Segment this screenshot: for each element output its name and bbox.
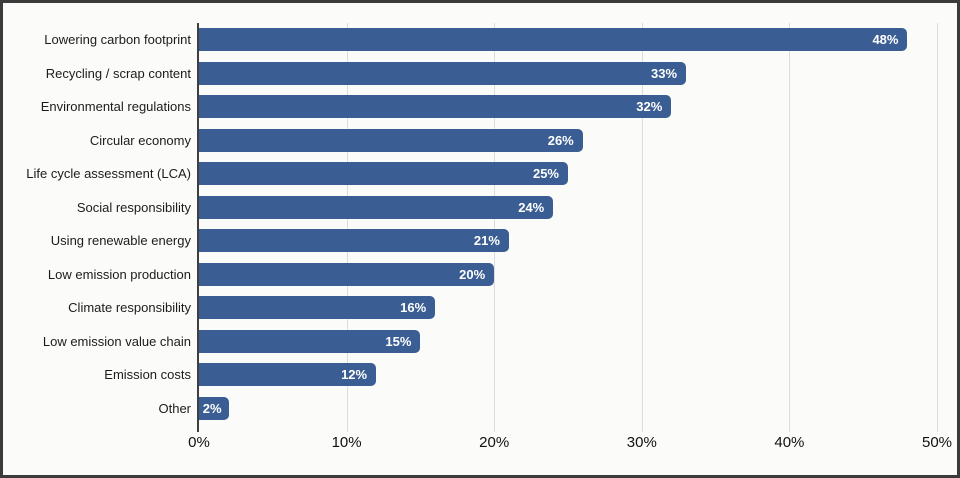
y-axis-line xyxy=(197,23,199,432)
category-label: Using renewable energy xyxy=(50,233,191,249)
gridline-50% xyxy=(937,23,938,432)
bar-track: 25% xyxy=(199,162,937,186)
bar-track: 32% xyxy=(199,95,937,119)
bar: 33% xyxy=(199,61,687,85)
bar-row: Using renewable energy 21% xyxy=(3,224,937,258)
bar-track: 15% xyxy=(199,329,937,353)
bar-track: 48% xyxy=(199,28,937,52)
bar-value-label: 20% xyxy=(459,266,486,282)
bar: 26% xyxy=(199,128,583,152)
bar-track: 2% xyxy=(199,396,937,420)
category-label: Low emission value chain xyxy=(42,333,191,349)
category-label: Emission costs xyxy=(104,367,191,383)
bar-value-label: 24% xyxy=(518,199,545,215)
bar-value-label: 21% xyxy=(473,233,500,249)
bar-row: Environmental regulations 32% xyxy=(3,90,937,124)
bar-track: 16% xyxy=(199,296,937,320)
bar: 15% xyxy=(199,329,421,353)
category-label: Environmental regulations xyxy=(40,99,191,115)
bar-row: Circular economy 26% xyxy=(3,124,937,158)
gridline-40% xyxy=(789,23,791,432)
bar-value-label: 33% xyxy=(651,65,678,81)
bar: 16% xyxy=(199,296,436,320)
bar-track: 24% xyxy=(199,195,937,219)
x-tick-label: 0% xyxy=(188,434,210,451)
category-label: Climate responsibility xyxy=(68,300,191,316)
bar-track: 20% xyxy=(199,262,937,286)
bar-row: Emission costs 12% xyxy=(3,358,937,392)
bar-row: Recycling / scrap content 33% xyxy=(3,57,937,91)
x-axis: 0% 10% 20% 30% 40% 50% xyxy=(188,434,952,456)
category-label: Lowering carbon footprint xyxy=(44,32,191,48)
category-label: Other xyxy=(158,400,191,416)
bar: 25% xyxy=(199,162,568,186)
bar: 2% xyxy=(199,396,229,420)
bar-value-label: 12% xyxy=(341,367,368,383)
bar-value-label: 25% xyxy=(532,166,559,182)
category-label: Life cycle assessment (LCA) xyxy=(26,166,191,182)
bar-rows: Lowering carbon footprint 48% Recycling / … xyxy=(3,23,937,425)
bar-row: Social responsibility 24% xyxy=(3,191,937,225)
x-tick-label: 50% xyxy=(921,434,953,451)
category-label: Social responsibility xyxy=(76,199,191,215)
x-tick-label: 30% xyxy=(626,434,657,451)
bar-row: Low emission value chain 15% xyxy=(3,325,937,359)
bar-track: 21% xyxy=(199,229,937,253)
bar-value-label: 26% xyxy=(547,132,574,148)
gridline-10% xyxy=(346,23,348,432)
bar-row: Life cycle assessment (LCA) 25% xyxy=(3,157,937,191)
bar-track: 33% xyxy=(199,61,937,85)
bar-track: 12% xyxy=(199,363,937,387)
bar: 20% xyxy=(199,262,495,286)
bar: 48% xyxy=(199,28,908,52)
bar: 32% xyxy=(199,95,672,119)
bar: 12% xyxy=(199,363,377,387)
bar: 21% xyxy=(199,229,509,253)
x-tick-label: 40% xyxy=(774,434,805,451)
category-label: Recycling / scrap content xyxy=(45,65,191,81)
bar-row: Low emission production 20% xyxy=(3,258,937,292)
gridline-20% xyxy=(494,23,496,432)
bar-value-label: 15% xyxy=(385,333,412,349)
bar-track: 26% xyxy=(199,128,937,152)
bar-value-label: 2% xyxy=(202,400,222,416)
x-tick-label: 10% xyxy=(331,434,362,451)
category-label: Low emission production xyxy=(47,266,191,282)
bar-row: Lowering carbon footprint 48% xyxy=(3,23,937,57)
bar: 24% xyxy=(199,195,554,219)
plot-area xyxy=(197,23,938,432)
bar-value-label: 48% xyxy=(872,32,899,48)
bar-row: Climate responsibility 16% xyxy=(3,291,937,325)
bar-value-label: 16% xyxy=(400,300,427,316)
bar-value-label: 32% xyxy=(636,99,663,115)
category-label: Circular economy xyxy=(89,132,191,148)
bar-row: Other 2% xyxy=(3,392,937,426)
gridline-30% xyxy=(641,23,643,432)
x-tick-label: 20% xyxy=(479,434,510,451)
